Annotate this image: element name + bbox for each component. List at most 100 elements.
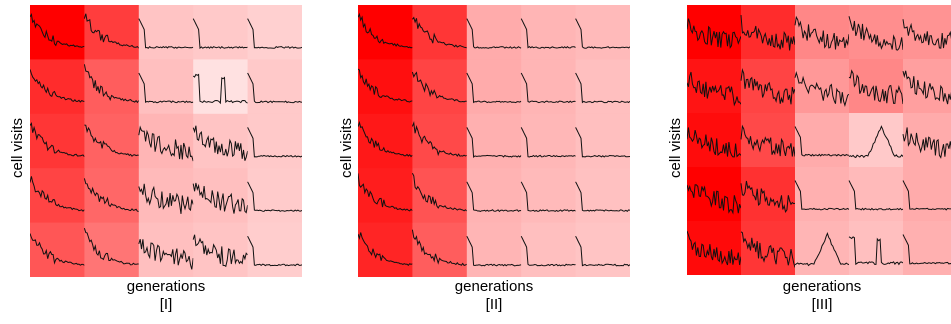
sparkline-r3-c5 xyxy=(902,127,951,159)
heatmap-cell-r2-c4 xyxy=(193,59,249,115)
heatmap-cell-r3-c2 xyxy=(84,113,140,169)
sparkline-r4-c4 xyxy=(520,181,576,212)
x-axis-label: generations xyxy=(454,278,534,295)
heatmap-grid xyxy=(687,5,951,275)
sparkline-r5-c5 xyxy=(902,234,951,265)
heatmap-svg xyxy=(687,5,951,275)
heatmap-cell-r2-c5 xyxy=(575,59,630,115)
panel-label: [III] xyxy=(811,296,833,313)
sparkline-r2-c2 xyxy=(411,71,467,103)
heatmap-cell-r1-c3 xyxy=(795,5,850,60)
sparkline-r5-c5 xyxy=(575,235,630,267)
heatmap-cell-r1-c3 xyxy=(138,5,194,60)
heatmap-cell-r4-c5 xyxy=(903,167,951,222)
sparkline-r1-c3 xyxy=(138,18,194,49)
heatmap-cell-r1-c5 xyxy=(247,5,302,60)
heatmap-cell-r5-c2 xyxy=(412,222,468,277)
sparkline-r3-c2 xyxy=(84,124,139,157)
heatmap-cell-r1-c2 xyxy=(741,5,796,60)
sparkline-r5-c1 xyxy=(358,232,413,267)
sparkline-r1-c2 xyxy=(740,15,796,51)
sparkline-r4-c4 xyxy=(192,182,249,214)
sparkline-r5-c4 xyxy=(520,235,576,267)
sparkline-r4-c2 xyxy=(411,172,468,212)
sparkline-r1-c2 xyxy=(83,13,140,49)
sparkline-r3-c3 xyxy=(138,125,194,162)
heatmap-cell-r4-c3 xyxy=(138,168,194,224)
sparkline-r2-c5 xyxy=(902,70,951,105)
heatmap-cell-r2-c4 xyxy=(521,59,577,115)
heatmap-cell-r1-c1 xyxy=(358,5,413,60)
heatmap-cell-r3-c4 xyxy=(193,113,249,169)
sparkline-r5-c3 xyxy=(138,239,194,270)
sparkline-r4-c5 xyxy=(247,181,302,212)
sparkline-r3-c4 xyxy=(192,125,249,161)
sparkline-r3-c4 xyxy=(520,127,576,158)
heatmap-cell-r3-c4 xyxy=(521,113,577,169)
sparkline-r1-c5 xyxy=(902,19,951,49)
heatmap-cell-r4-c4 xyxy=(521,168,577,224)
heatmap-cell-r2-c3 xyxy=(138,59,194,115)
heatmap-cell-r3-c4 xyxy=(849,113,904,168)
sparkline-r2-c4 xyxy=(848,69,904,105)
heatmap-cell-r3-c1 xyxy=(358,113,413,169)
sparkline-r2-c3 xyxy=(794,70,850,108)
sparkline-r2-c3 xyxy=(138,72,194,104)
sparkline-r1-c1 xyxy=(30,13,85,48)
heatmap-cell-r2-c5 xyxy=(903,59,951,114)
heatmap-cell-r1-c1 xyxy=(30,5,85,60)
heatmap-cell-r4-c3 xyxy=(466,168,522,224)
sparkline-r5-c2 xyxy=(83,228,139,266)
heatmap-svg xyxy=(358,5,630,277)
heatmap-cell-r1-c4 xyxy=(849,5,904,60)
heatmap-cell-r2-c2 xyxy=(412,59,468,115)
panel-label: [I] xyxy=(159,296,173,313)
heatmap-cell-r1-c4 xyxy=(193,5,249,60)
heatmap-cell-r2-c3 xyxy=(466,59,522,115)
heatmap-cell-r5-c2 xyxy=(84,222,140,277)
sparkline-r5-c2 xyxy=(411,229,468,266)
sparkline-r3-c2 xyxy=(411,121,467,157)
sparkline-r5-c3 xyxy=(466,235,522,267)
sparkline-r4-c3 xyxy=(794,180,850,211)
sparkline-r5-c4 xyxy=(192,234,248,268)
sparkline-r1-c4 xyxy=(520,18,576,49)
heatmap-cell-r3-c3 xyxy=(466,113,522,169)
sparkline-r2-c5 xyxy=(575,72,630,104)
heatmap-cell-r5-c3 xyxy=(795,221,850,275)
heatmap-cell-r3-c1 xyxy=(30,113,85,169)
sparkline-r1-c3 xyxy=(466,18,522,49)
sparkline-r1-c5 xyxy=(247,18,302,49)
heatmap-cell-r4-c4 xyxy=(193,168,249,224)
sparkline-r5-c1 xyxy=(687,230,742,266)
heatmap-cell-r5-c5 xyxy=(903,221,951,275)
sparkline-r3-c4 xyxy=(848,125,904,159)
heatmap-cell-r2-c3 xyxy=(795,59,850,114)
sparkline-r2-c4 xyxy=(520,72,576,104)
heatmap-grid xyxy=(358,5,630,277)
sparkline-r2-c1 xyxy=(358,68,413,103)
heatmap-cell-r1-c4 xyxy=(521,5,577,60)
heatmap-cell-r4-c2 xyxy=(412,168,468,224)
sparkline-r1-c1 xyxy=(358,12,413,49)
sparkline-r4-c2 xyxy=(740,180,796,213)
heatmap-cell-r5-c1 xyxy=(358,222,413,277)
heatmap-cell-r5-c4 xyxy=(193,222,249,277)
sparkline-r2-c1 xyxy=(687,71,742,107)
sparkline-r4-c1 xyxy=(30,176,85,212)
y-axis-label: cell visits xyxy=(338,117,355,178)
heatmap-cell-r5-c3 xyxy=(466,222,522,277)
sparkline-r1-c5 xyxy=(575,18,630,49)
sparkline-r3-c3 xyxy=(466,127,522,158)
sparkline-r3-c2 xyxy=(740,124,796,157)
y-axis-label: cell visits xyxy=(9,117,26,178)
heatmap-cell-r2-c2 xyxy=(84,59,140,115)
heatmap-svg xyxy=(30,5,302,277)
heatmap-cell-r4-c2 xyxy=(741,167,796,222)
sparkline-r3-c5 xyxy=(247,127,302,158)
sparkline-r3-c1 xyxy=(687,127,742,158)
heatmap-cell-r3-c3 xyxy=(795,113,850,168)
heatmap-cell-r4-c1 xyxy=(358,168,413,224)
heatmap-cell-r1-c5 xyxy=(575,5,630,60)
heatmap-cell-r1-c2 xyxy=(412,5,468,60)
